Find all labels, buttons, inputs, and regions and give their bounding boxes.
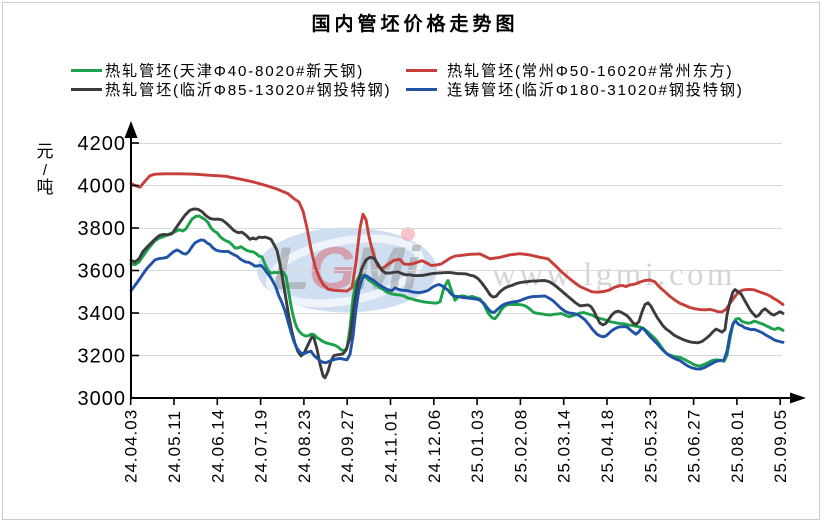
svg-text:25.05.23: 25.05.23 bbox=[641, 409, 660, 483]
svg-text:元: 元 bbox=[37, 142, 54, 161]
svg-text:4000: 4000 bbox=[78, 176, 127, 198]
svg-text:25.06.27: 25.06.27 bbox=[685, 409, 704, 483]
svg-text:24.04.03: 24.04.03 bbox=[122, 409, 141, 483]
svg-text:3200: 3200 bbox=[78, 346, 127, 368]
svg-text:24.06.14: 24.06.14 bbox=[208, 409, 227, 483]
svg-text:热轧管坯(临沂Φ85-13020#钢投特钢): 热轧管坯(临沂Φ85-13020#钢投特钢) bbox=[105, 82, 391, 99]
svg-text:3000: 3000 bbox=[78, 388, 127, 410]
svg-text:国内管坯价格走势图: 国内管坯价格走势图 bbox=[311, 12, 518, 35]
svg-text:24.07.19: 24.07.19 bbox=[252, 409, 271, 483]
svg-text:24.12.06: 24.12.06 bbox=[425, 409, 444, 483]
svg-text:25.01.03: 25.01.03 bbox=[468, 409, 487, 483]
svg-text:3800: 3800 bbox=[78, 218, 127, 240]
svg-text:3400: 3400 bbox=[78, 303, 127, 325]
svg-text:25.02.08: 25.02.08 bbox=[511, 409, 530, 483]
svg-text:24.05.11: 24.05.11 bbox=[165, 410, 184, 483]
svg-text:4200: 4200 bbox=[78, 133, 127, 155]
svg-text:25.04.18: 25.04.18 bbox=[598, 409, 617, 483]
svg-text:25.08.01: 25.08.01 bbox=[728, 409, 747, 483]
svg-text:热轧管坯(常州Φ50-16020#常州东方): 热轧管坯(常州Φ50-16020#常州东方) bbox=[447, 63, 733, 80]
svg-text:24.08.23: 24.08.23 bbox=[295, 409, 314, 483]
svg-text:连铸管坯(临沂Φ180-31020#钢投特钢): 连铸管坯(临沂Φ180-31020#钢投特钢) bbox=[447, 82, 744, 99]
svg-text:吨: 吨 bbox=[37, 178, 54, 197]
svg-text:3600: 3600 bbox=[78, 261, 127, 283]
svg-text:25.09.05: 25.09.05 bbox=[771, 409, 790, 483]
svg-text:24.09.27: 24.09.27 bbox=[338, 409, 357, 483]
svg-text:/: / bbox=[43, 162, 48, 179]
svg-text:24.11.01: 24.11.01 bbox=[382, 410, 401, 483]
svg-text:热轧管坯(天津Φ40-8020#新天钢): 热轧管坯(天津Φ40-8020#新天钢) bbox=[105, 63, 364, 80]
svg-text:25.03.14: 25.03.14 bbox=[555, 409, 574, 483]
